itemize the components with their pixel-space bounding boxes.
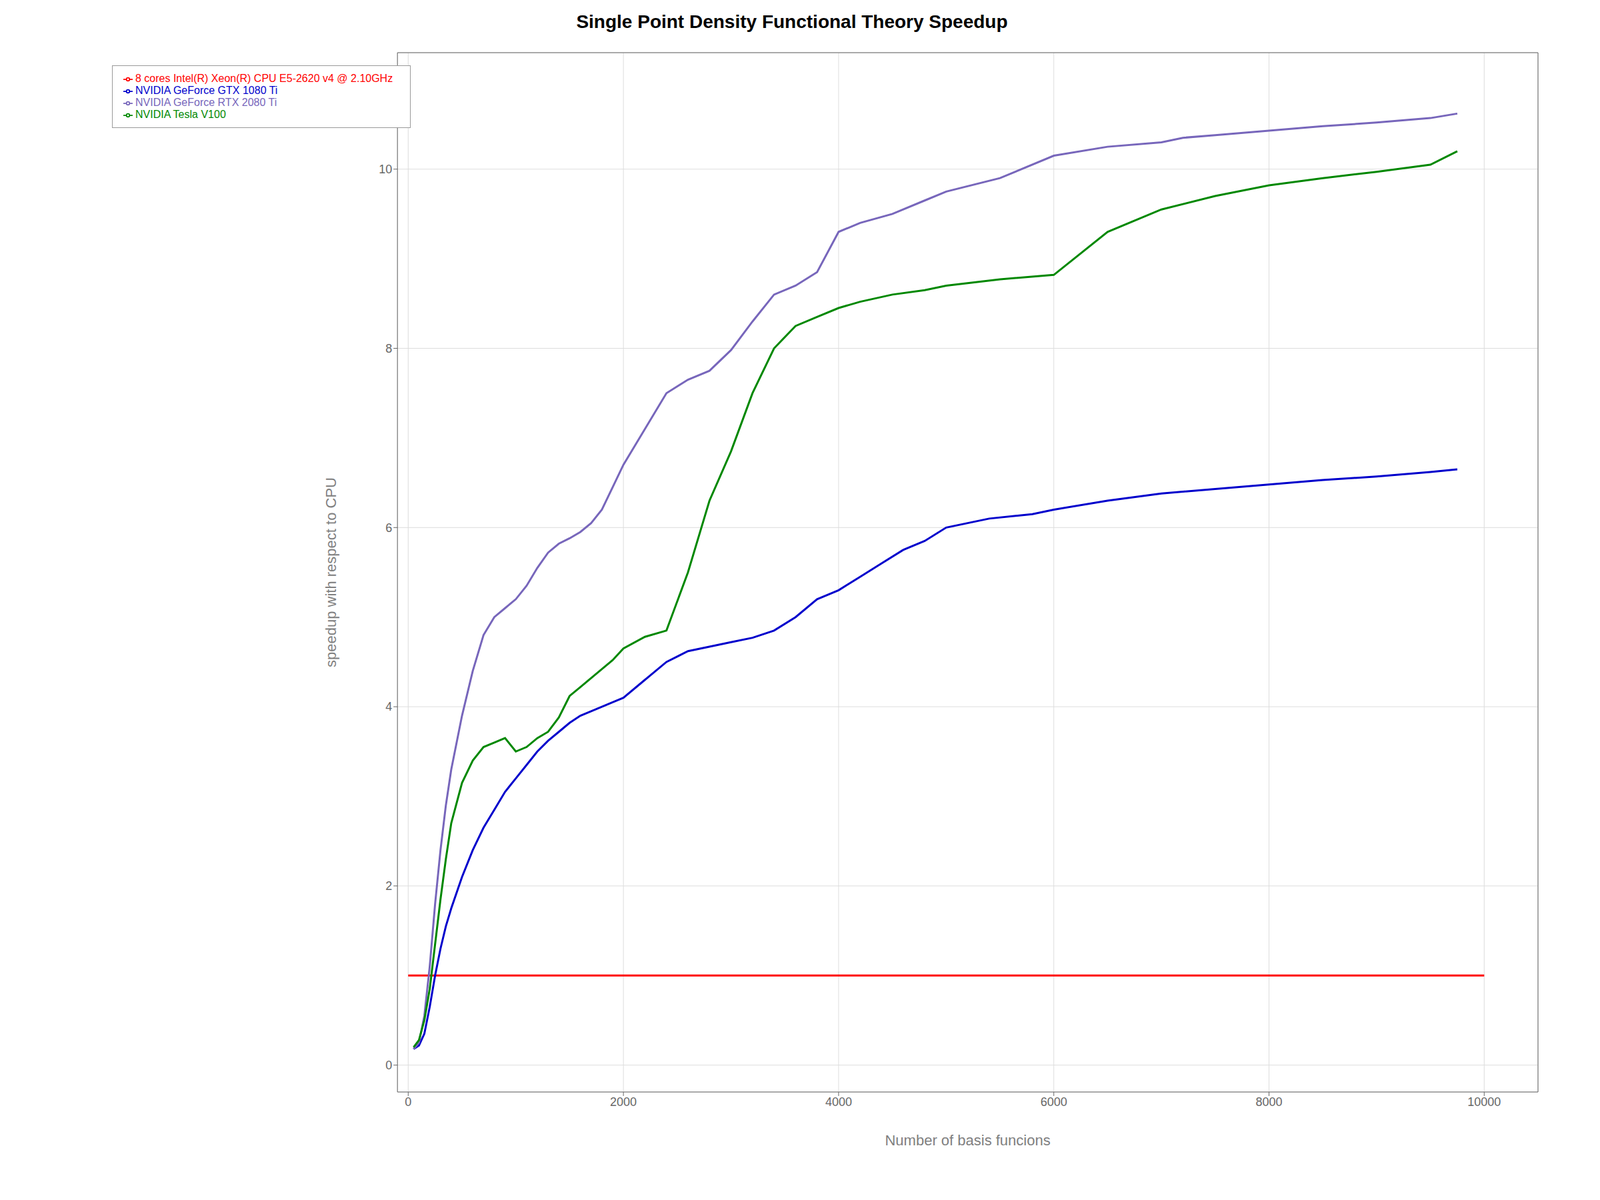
html-text:NVIDIA GeForce GTX 1080 Ti: NVIDIA GeForce GTX 1080 Ti [135,84,278,96]
svg-text:10: 10 [378,162,392,176]
svg-text:10000: 10000 [1467,1095,1501,1109]
svg-text:4: 4 [385,700,392,714]
html-text:8 cores Intel(R) Xeon(R) CPU E: 8 cores Intel(R) Xeon(R) CPU E5-2620 v4 … [135,72,393,84]
svg-text:8: 8 [385,342,392,356]
svg-text:8000: 8000 [1255,1095,1282,1109]
svg-text:speedup with respect to CPU: speedup with respect to CPU [322,477,340,668]
svg-text:0: 0 [385,1058,392,1072]
svg-text:6: 6 [385,521,392,535]
svg-text:Number of basis funcions: Number of basis funcions [884,1132,1050,1149]
html-text:Single Point Density Functiona: Single Point Density Functional Theory S… [576,11,1008,32]
svg-text:2000: 2000 [610,1095,637,1109]
svg-text:2: 2 [385,879,392,893]
html-text:NVIDIA Tesla V100: NVIDIA Tesla V100 [135,108,226,120]
svg-text:4000: 4000 [825,1095,852,1109]
svg-text:6000: 6000 [1040,1095,1068,1109]
svg-text:0: 0 [404,1095,412,1109]
html-text:NVIDIA GeForce RTX 2080 Ti: NVIDIA GeForce RTX 2080 Ti [135,96,277,108]
